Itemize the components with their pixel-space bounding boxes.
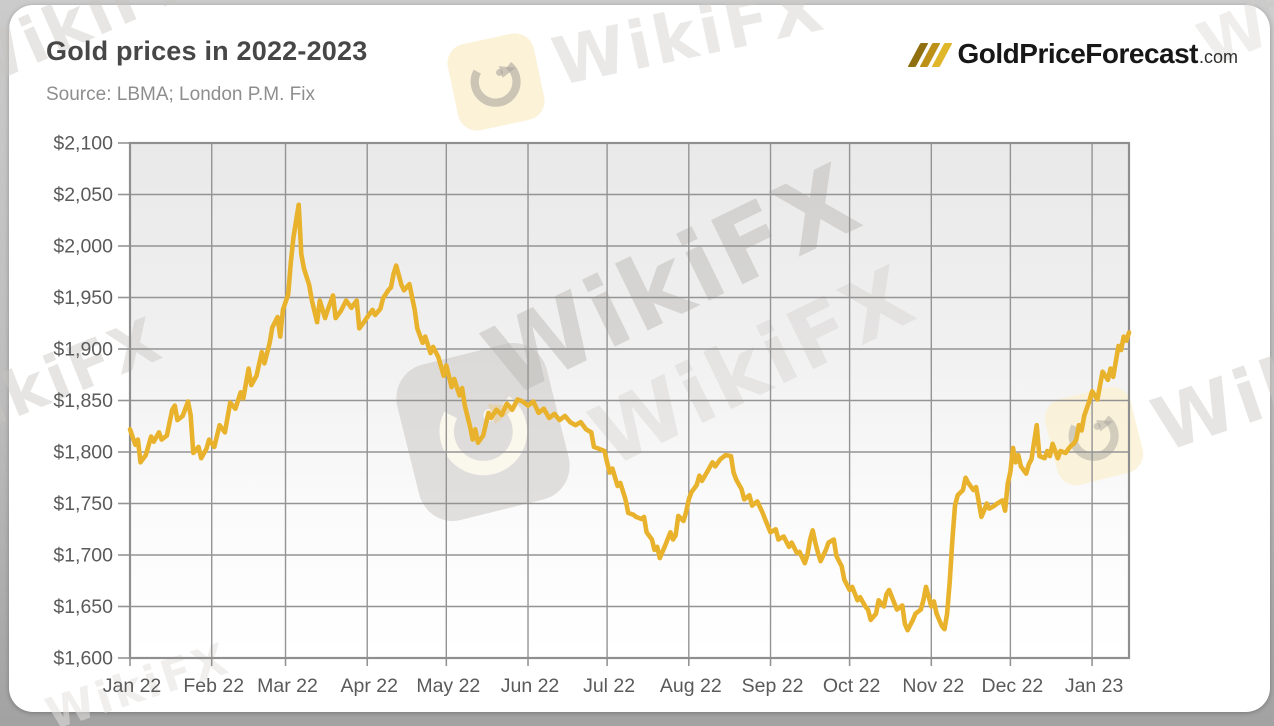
brand-logo: GoldPriceForecast .com: [907, 38, 1238, 70]
brand-slashes-icon: [907, 40, 952, 69]
brand-name: GoldPriceForecast: [957, 38, 1199, 69]
page-title: Gold prices in 2022-2023: [46, 36, 368, 66]
plot-background: [130, 143, 1129, 658]
source-note: Source: LBMA; London P.M. Fix: [46, 84, 315, 105]
brand-tld: .com: [1198, 47, 1238, 67]
